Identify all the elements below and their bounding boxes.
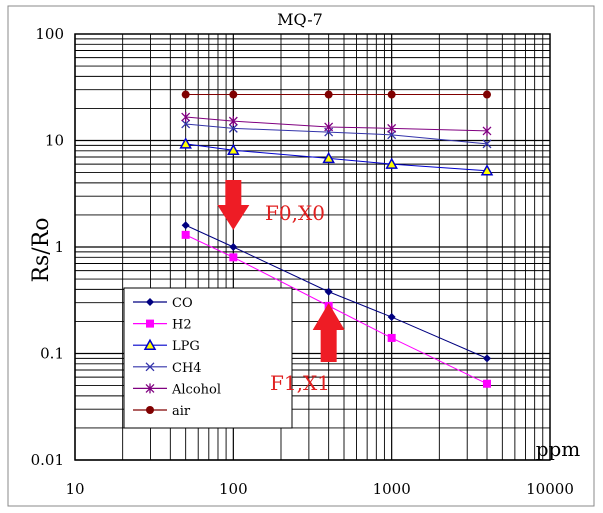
y-tick-label: 0.1 xyxy=(40,345,64,363)
series-air xyxy=(181,90,491,99)
data-point-square xyxy=(181,230,190,239)
data-point-star xyxy=(228,116,238,127)
x-tick-label: 1000 xyxy=(373,480,411,498)
legend-label: air xyxy=(172,404,191,419)
y-tick-label: 0.01 xyxy=(31,451,64,469)
annotation-label: F1,X1 xyxy=(270,371,330,395)
data-point-star xyxy=(387,123,397,134)
data-point-star xyxy=(145,383,155,394)
data-point-x xyxy=(145,362,155,372)
series-ch4 xyxy=(181,119,492,149)
y-tick-label: 1 xyxy=(54,238,64,256)
data-point-diamond xyxy=(181,221,190,230)
data-point-diamond xyxy=(482,354,491,363)
y-axis-label: Rs/Ro xyxy=(29,217,54,282)
data-point-diamond xyxy=(146,298,154,306)
legend-box xyxy=(123,287,293,429)
data-point-diamond xyxy=(387,313,396,322)
legend-label: LPG xyxy=(172,339,200,354)
data-point-triangle xyxy=(179,137,192,149)
legend-label: CO xyxy=(172,296,193,311)
x-tick-label: 10 xyxy=(65,480,84,498)
legend: CO H2 LPG CH4 Alcohol air xyxy=(123,287,293,429)
series-co xyxy=(181,221,491,363)
y-tick-label: 100 xyxy=(35,25,64,43)
data-point-triangle xyxy=(385,157,398,169)
data-point-x xyxy=(482,139,492,149)
data-point-x xyxy=(181,119,191,129)
x-tick-label: 100 xyxy=(219,480,248,498)
chart-title: MQ-7 xyxy=(277,10,323,29)
data-point-star xyxy=(482,125,492,136)
data-point-triangle xyxy=(143,338,157,350)
data-point-circle xyxy=(482,90,491,99)
data-point-circle xyxy=(181,90,190,99)
arrow-up-icon xyxy=(312,303,345,362)
annotation-label: F0,X0 xyxy=(265,201,325,225)
data-point-x xyxy=(228,123,238,133)
data-point-diamond xyxy=(229,243,238,251)
data-point-circle xyxy=(387,90,396,99)
x-tick-label: 10000 xyxy=(526,480,574,498)
data-point-square xyxy=(146,319,154,328)
data-point-square xyxy=(387,333,396,342)
x-axis-label: ppm xyxy=(536,437,581,461)
y-tick-label: 10 xyxy=(45,132,64,150)
legend-label: Alcohol xyxy=(171,382,221,397)
data-point-triangle xyxy=(227,143,240,155)
series-lpg xyxy=(179,137,494,176)
legend-label: H2 xyxy=(172,318,192,333)
data-point-circle xyxy=(146,406,154,414)
data-point-star xyxy=(181,112,191,123)
data-point-square xyxy=(229,253,238,262)
arrow-down-icon xyxy=(217,180,250,230)
series-alcohol xyxy=(181,112,492,136)
data-point-circle xyxy=(324,90,333,99)
data-point-triangle xyxy=(480,164,494,176)
data-point-square xyxy=(482,379,491,388)
data-point-star xyxy=(324,121,334,132)
data-point-diamond xyxy=(324,287,333,296)
data-point-circle xyxy=(229,90,238,99)
data-point-x xyxy=(387,130,397,140)
legend-label: CH4 xyxy=(172,361,202,376)
data-point-triangle xyxy=(322,151,335,164)
